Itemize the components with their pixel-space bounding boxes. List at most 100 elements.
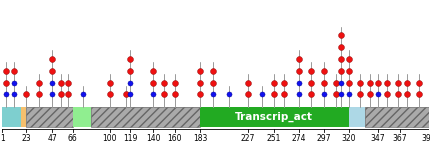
Bar xyxy=(365,107,429,127)
Point xyxy=(172,93,178,96)
Text: 119: 119 xyxy=(123,134,138,143)
Point xyxy=(367,93,374,96)
Point xyxy=(49,58,55,60)
Point xyxy=(320,81,327,84)
Point xyxy=(209,69,216,72)
Text: 394: 394 xyxy=(422,134,430,143)
Point xyxy=(11,69,18,72)
Text: 160: 160 xyxy=(168,134,182,143)
Point xyxy=(65,81,72,84)
Point xyxy=(11,81,18,84)
Point xyxy=(197,69,203,72)
Point xyxy=(307,69,314,72)
Point xyxy=(295,81,302,84)
Text: 347: 347 xyxy=(371,134,385,143)
Point xyxy=(345,81,352,84)
Point xyxy=(338,69,344,72)
Point xyxy=(123,93,129,96)
Point xyxy=(209,93,216,96)
Point xyxy=(150,93,157,96)
Text: 297: 297 xyxy=(316,134,331,143)
Text: 47: 47 xyxy=(47,134,57,143)
Text: 227: 227 xyxy=(240,134,255,143)
Point xyxy=(338,34,344,37)
Point xyxy=(127,58,134,60)
Point xyxy=(106,81,113,84)
Point xyxy=(295,58,302,60)
Point xyxy=(172,81,178,84)
Point xyxy=(3,69,10,72)
Point xyxy=(332,93,339,96)
Text: 367: 367 xyxy=(393,134,407,143)
Point xyxy=(280,93,287,96)
Point xyxy=(79,93,86,96)
Text: 1: 1 xyxy=(0,134,5,143)
Text: 183: 183 xyxy=(193,134,207,143)
Point xyxy=(226,93,233,96)
Point xyxy=(338,81,344,84)
Point xyxy=(394,93,401,96)
Point xyxy=(209,81,216,84)
Point xyxy=(127,93,134,96)
Point xyxy=(345,58,352,60)
Point xyxy=(338,93,344,96)
Text: 274: 274 xyxy=(292,134,306,143)
Point xyxy=(244,93,251,96)
Point xyxy=(160,81,167,84)
Point xyxy=(36,81,43,84)
Point xyxy=(244,81,251,84)
Bar xyxy=(349,107,365,127)
Bar xyxy=(2,107,21,127)
Point xyxy=(150,69,157,72)
Point xyxy=(295,69,302,72)
Point xyxy=(367,81,374,84)
Point xyxy=(280,81,287,84)
Point xyxy=(416,81,423,84)
Point xyxy=(307,93,314,96)
Point xyxy=(270,93,277,96)
Point xyxy=(150,81,157,84)
Bar xyxy=(2,107,429,127)
Point xyxy=(49,69,55,72)
Point xyxy=(375,81,381,84)
Point xyxy=(127,69,134,72)
Point xyxy=(3,93,10,96)
Point xyxy=(320,93,327,96)
Text: 251: 251 xyxy=(267,134,281,143)
Point xyxy=(416,93,423,96)
Point xyxy=(394,81,401,84)
Point xyxy=(295,93,302,96)
Point xyxy=(258,93,265,96)
Point xyxy=(338,46,344,48)
Point xyxy=(160,93,167,96)
Text: 66: 66 xyxy=(68,134,78,143)
Point xyxy=(383,81,390,84)
Point xyxy=(383,93,390,96)
Point xyxy=(57,81,64,84)
Text: 320: 320 xyxy=(341,134,356,143)
Point xyxy=(36,93,43,96)
Point xyxy=(65,93,72,96)
Point xyxy=(356,81,363,84)
Point xyxy=(375,93,381,96)
Point xyxy=(106,93,113,96)
Point xyxy=(404,93,411,96)
Point xyxy=(3,81,10,84)
Point xyxy=(320,69,327,72)
Point xyxy=(332,81,339,84)
Bar xyxy=(200,107,349,127)
Point xyxy=(11,93,18,96)
Text: 23: 23 xyxy=(21,134,31,143)
Point xyxy=(197,81,203,84)
Point xyxy=(49,93,55,96)
Text: 100: 100 xyxy=(102,134,117,143)
Point xyxy=(270,81,277,84)
Point xyxy=(356,93,363,96)
Point xyxy=(307,81,314,84)
Text: Transcrip_act: Transcrip_act xyxy=(235,112,313,122)
Point xyxy=(49,81,55,84)
Point xyxy=(23,93,30,96)
Point xyxy=(197,93,203,96)
Bar xyxy=(26,107,73,127)
Point xyxy=(404,81,411,84)
